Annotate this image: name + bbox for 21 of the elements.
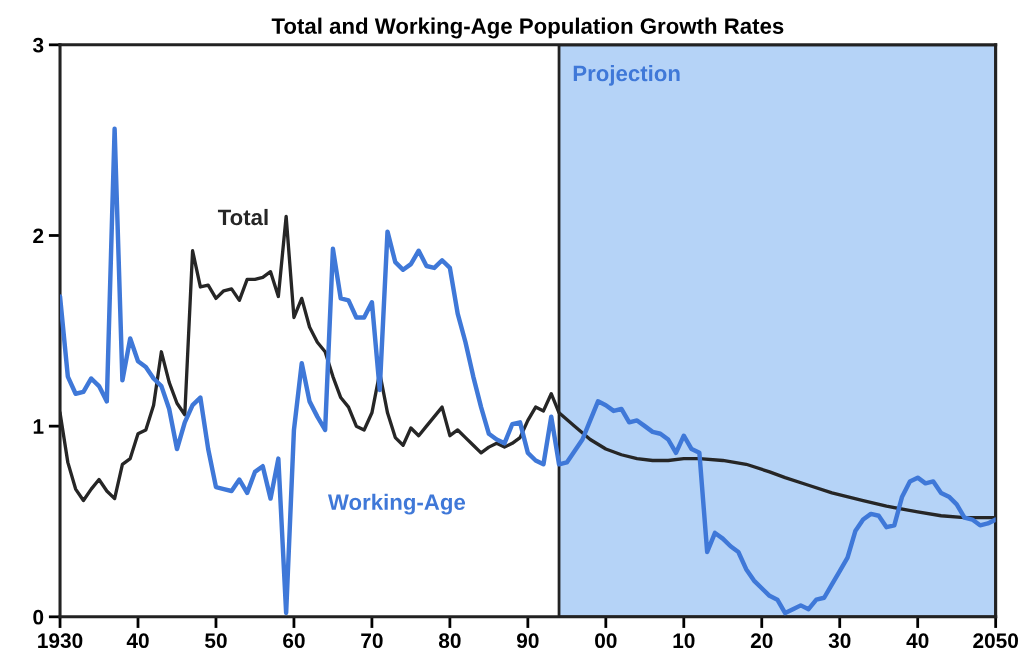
band-label: Projection — [573, 64, 680, 86]
x-tick-label: 1930 — [38, 633, 83, 649]
x-tick-label: 90 — [516, 633, 539, 649]
x-tick-label: 80 — [438, 633, 461, 649]
y-tick-label: 3 — [32, 37, 44, 53]
x-tick-label: 70 — [361, 633, 383, 649]
x-tick-label: 00 — [595, 633, 617, 649]
y-tick-label: 2 — [33, 228, 44, 244]
series-label: Working-Age — [327, 493, 466, 515]
x-tick-label: 50 — [205, 633, 227, 649]
x-tick-label: 10 — [673, 633, 695, 649]
x-tick-label: 2050 — [973, 633, 1018, 649]
x-tick-label: 40 — [126, 633, 149, 649]
y-tick-label: 1 — [33, 419, 44, 434]
x-tick-label: 30 — [828, 633, 851, 649]
y-tick-label: 0 — [33, 609, 44, 625]
x-tick-label: 60 — [283, 633, 305, 649]
x-tick-label: 20 — [750, 633, 773, 649]
series-label: Total — [217, 208, 268, 226]
x-tick-label: 40 — [906, 633, 929, 649]
chart-title: Total and Working-Age Population Growth Rates — [271, 17, 784, 39]
